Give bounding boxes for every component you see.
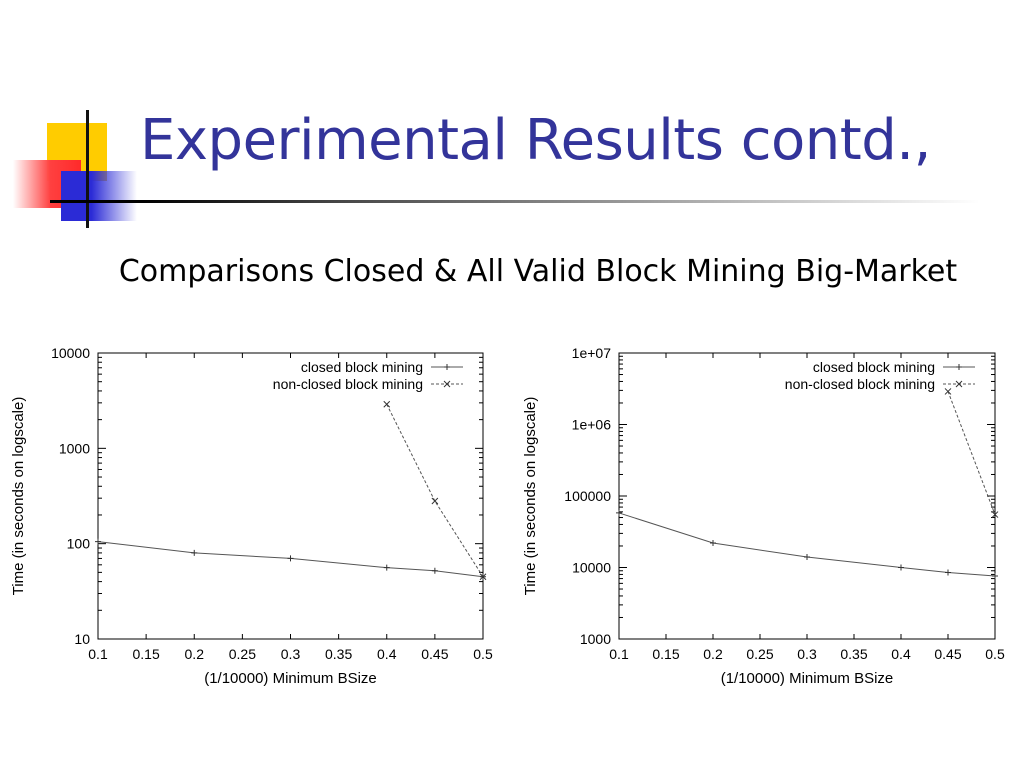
data-point-plus <box>95 538 101 545</box>
x-tick-label: 0.4 <box>377 646 397 662</box>
data-point-plus <box>431 567 438 574</box>
data-point-cross <box>479 573 487 581</box>
legend-label: non-closed block mining <box>273 376 423 392</box>
data-point-plus <box>804 554 810 561</box>
x-tick-label: 0.2 <box>185 646 205 662</box>
x-tick-label: 0.1 <box>609 646 629 662</box>
decor-vertical-rule <box>86 110 89 228</box>
x-tick-label: 0.4 <box>891 646 911 662</box>
slide-subtitle: Comparisons Closed & All Valid Block Min… <box>118 254 958 289</box>
data-point-cross <box>944 388 952 395</box>
y-axis-label: Time (in seconds on logscale) <box>10 397 27 596</box>
y-tick-label: 100 <box>67 536 91 552</box>
data-point-plus <box>616 509 622 516</box>
legend-label: closed block mining <box>813 359 935 375</box>
series-line-non-closed <box>386 404 484 577</box>
series-line-closed <box>97 541 484 578</box>
x-tick-label: 0.25 <box>746 646 773 662</box>
plot-frame <box>618 352 996 640</box>
plot-frame <box>97 352 484 640</box>
data-point-plus <box>898 564 904 571</box>
x-tick-label: 0.15 <box>133 646 160 662</box>
y-tick-label: 1e+07 <box>572 345 612 361</box>
x-tick-label: 0.45 <box>421 646 448 662</box>
x-tick-label: 0.1 <box>88 646 108 662</box>
x-axis-label: (1/10000) Minimum BSize <box>721 670 894 687</box>
x-tick-label: 0.3 <box>797 646 817 662</box>
y-tick-label: 1000 <box>59 440 90 456</box>
data-point-plus <box>945 569 951 576</box>
x-tick-label: 0.45 <box>934 646 961 662</box>
y-tick-label: 10000 <box>572 560 611 576</box>
slide-title: Experimental Results contd., <box>140 108 931 173</box>
series-line-closed <box>618 512 996 577</box>
y-tick-label: 10 <box>74 631 90 647</box>
series-line-non-closed <box>947 391 996 515</box>
data-point-plus <box>191 549 198 556</box>
legend-marker <box>955 380 963 388</box>
chart-right: 0.1 0.15 0.2 0.25 0.3 0.35 0.4 0.45 0.5 1000 10000… <box>522 345 1005 687</box>
y-tick-label: 1e+06 <box>572 417 612 433</box>
legend-marker <box>443 380 451 388</box>
data-point-plus <box>383 564 390 571</box>
x-tick-label: 0.35 <box>325 646 352 662</box>
x-tick-label: 0.15 <box>652 646 679 662</box>
legend-label: non-closed block mining <box>785 376 935 392</box>
y-tick-label: 100000 <box>564 488 611 504</box>
x-tick-label: 0.5 <box>473 646 493 662</box>
legend-label: closed block mining <box>301 359 423 375</box>
title-underline-rule <box>50 200 980 203</box>
data-point-cross <box>431 497 439 505</box>
chart-left: 0.1 0.15 0.2 0.25 0.3 0.35 0.4 0.45 0.5 10 100 1000… <box>10 345 493 687</box>
x-tick-label: 0.35 <box>840 646 867 662</box>
data-point-cross <box>383 400 391 408</box>
x-tick-label: 0.2 <box>703 646 723 662</box>
data-point-plus <box>287 555 294 562</box>
data-point-cross <box>991 511 999 518</box>
data-point-plus <box>992 573 998 580</box>
x-axis-label: (1/10000) Minimum BSize <box>204 670 377 687</box>
y-axis-label: Time (in seconds on logscale) <box>522 397 539 596</box>
x-tick-label: 0.25 <box>229 646 256 662</box>
legend-marker <box>444 364 450 370</box>
y-tick-label: 1000 <box>580 631 611 647</box>
y-tick-label: 10000 <box>51 345 90 361</box>
x-tick-label: 0.5 <box>985 646 1005 662</box>
decor-blue-square <box>61 171 137 221</box>
data-point-plus <box>710 540 716 547</box>
x-tick-label: 0.3 <box>281 646 301 662</box>
legend-marker <box>956 364 962 370</box>
